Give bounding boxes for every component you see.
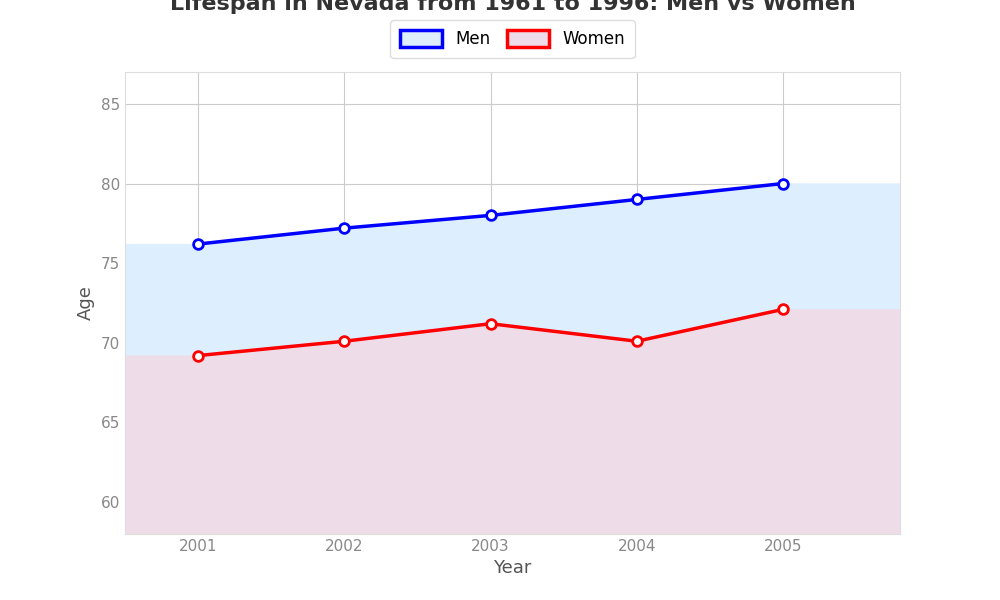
Legend: Men, Women: Men, Women <box>390 20 635 58</box>
X-axis label: Year: Year <box>493 559 532 577</box>
Y-axis label: Age: Age <box>77 286 95 320</box>
Title: Lifespan in Nevada from 1961 to 1996: Men vs Women: Lifespan in Nevada from 1961 to 1996: Me… <box>170 0 855 13</box>
